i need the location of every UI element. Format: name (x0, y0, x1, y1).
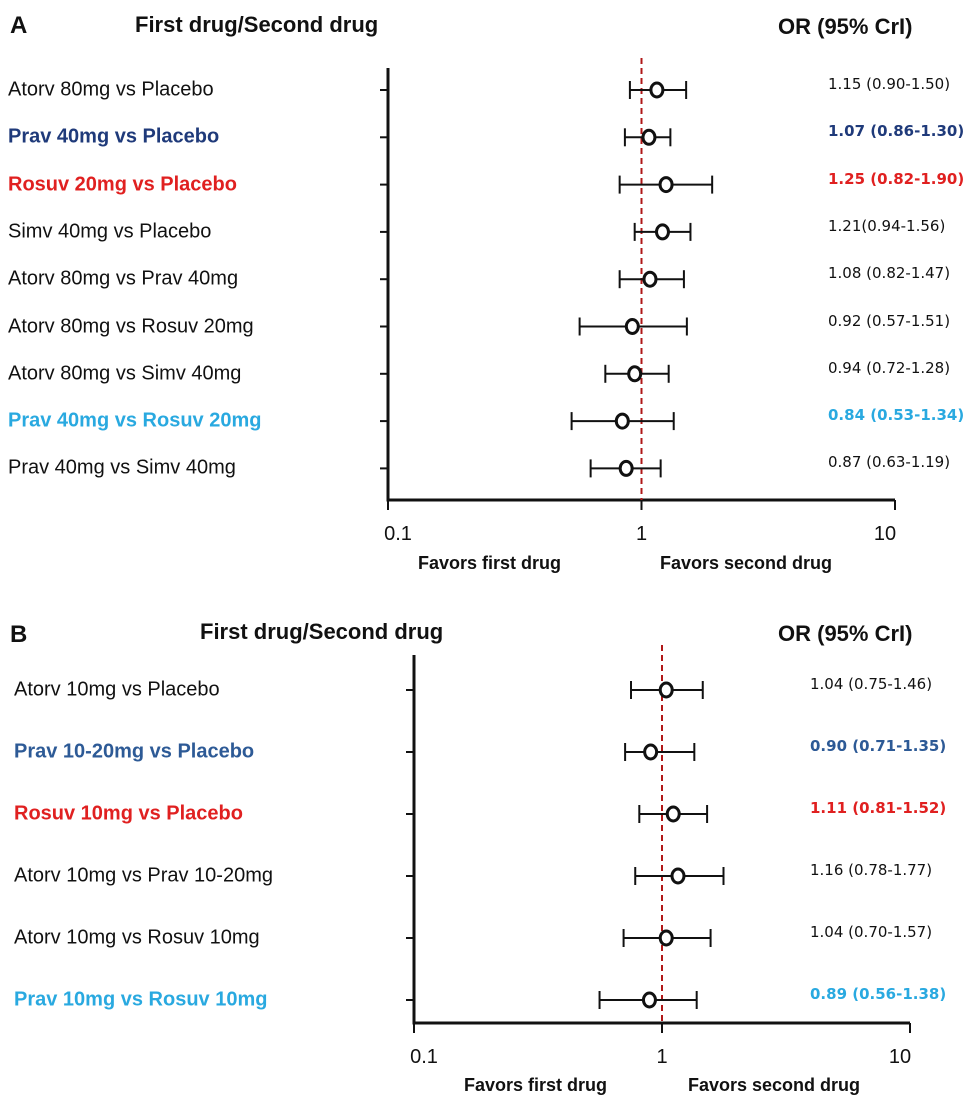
or-value-text: 0.94 (0.72-1.28) (828, 358, 951, 377)
or-point (643, 743, 659, 761)
header-or-ci: OR (95% CrI) (778, 14, 913, 39)
x-tick-label: 1 (636, 523, 647, 545)
or-value-text: 1.15 (0.90-1.50) (828, 75, 951, 93)
row-label: Rosuv 20mg vs Placebo (8, 173, 237, 196)
or-point (658, 929, 674, 947)
or-point (618, 459, 634, 477)
favors-second-label: Favors second drug (660, 553, 833, 573)
panel-label: B (10, 621, 28, 648)
forest-plot-panel-a: A First drug/Second drug OR (95% CrI) At… (8, 12, 965, 573)
or-point (627, 365, 643, 383)
forest-plot-area: 0.1 1 10 (406, 645, 911, 1068)
row-label: Prav 10mg vs Rosuv 10mg (14, 988, 268, 1011)
or-point (658, 681, 674, 699)
or-point (641, 128, 657, 146)
or-point (670, 867, 686, 885)
row-label: Atorv 10mg vs Placebo (14, 678, 220, 701)
row-label: Atorv 10mg vs Rosuv 10mg (14, 926, 260, 949)
row-label: Atorv 10mg vs Prav 10-20mg (14, 864, 273, 887)
row-label: Atorv 80mg vs Placebo (8, 78, 214, 101)
or-value-text: 1.21(0.94-1.56) (828, 216, 946, 235)
x-tick-label: 10 (874, 523, 896, 545)
row-label: Rosuv 10mg vs Placebo (14, 802, 243, 825)
or-point (614, 412, 630, 430)
or-point (665, 805, 681, 823)
panel-label: A (10, 12, 28, 39)
favors-second-label: Favors second drug (688, 1075, 861, 1095)
row-label: Atorv 80mg vs Rosuv 20mg (8, 315, 254, 337)
header-comparison: First drug/Second drug (200, 619, 444, 644)
or-value-text: 1.11 (0.81-1.52) (810, 799, 947, 817)
favors-first-label: Favors first drug (418, 553, 562, 573)
or-point (654, 223, 670, 241)
row-label: Prav 10-20mg vs Placebo (14, 740, 255, 763)
or-value-text: 1.04 (0.70-1.57) (810, 923, 933, 941)
or-value-text: 1.08 (0.82-1.47) (828, 264, 951, 283)
row-label: Prav 40mg vs Simv 40mg (8, 456, 236, 479)
header-comparison: First drug/Second drug (135, 12, 379, 37)
x-tick-label: 0.1 (410, 1046, 438, 1068)
row-label: Prav 40mg vs Placebo (8, 125, 220, 148)
or-value-text: 1.07 (0.86-1.30) (828, 122, 965, 141)
or-value-text: 0.89 (0.56-1.38) (810, 985, 947, 1003)
or-point (649, 81, 665, 99)
or-value-text: 1.04 (0.75-1.46) (810, 675, 933, 693)
or-point (641, 991, 657, 1009)
x-tick-label: 0.1 (384, 523, 412, 545)
or-value-text: 1.25 (0.82-1.90) (828, 169, 965, 188)
or-value-text: 0.90 (0.71-1.35) (810, 737, 947, 755)
row-label: Simv 40mg vs Placebo (8, 220, 212, 243)
header-or-ci: OR (95% CrI) (778, 621, 913, 646)
x-tick-label: 1 (656, 1046, 667, 1068)
forest-plot-panel-b: B First drug/Second drug OR (95% CrI) At… (0, 615, 966, 1098)
or-value-text: 0.87 (0.63-1.19) (828, 453, 951, 472)
row-label: Atorv 80mg vs Prav 40mg (8, 267, 239, 290)
x-tick-label: 10 (889, 1046, 911, 1068)
or-value-text: 0.84 (0.53-1.34) (828, 406, 965, 425)
favors-first-label: Favors first drug (464, 1075, 608, 1095)
or-value-text: 1.16 (0.78-1.77) (810, 861, 933, 879)
or-point (624, 318, 640, 335)
or-point (658, 176, 674, 194)
or-value-text: 0.92 (0.57-1.51) (828, 311, 951, 330)
or-point (642, 270, 658, 288)
row-label: Atorv 80mg vs Simv 40mg (8, 362, 242, 385)
forest-plot-area: 0.1 1 10 (380, 58, 896, 545)
row-label: Prav 40mg vs Rosuv 20mg (8, 409, 262, 432)
